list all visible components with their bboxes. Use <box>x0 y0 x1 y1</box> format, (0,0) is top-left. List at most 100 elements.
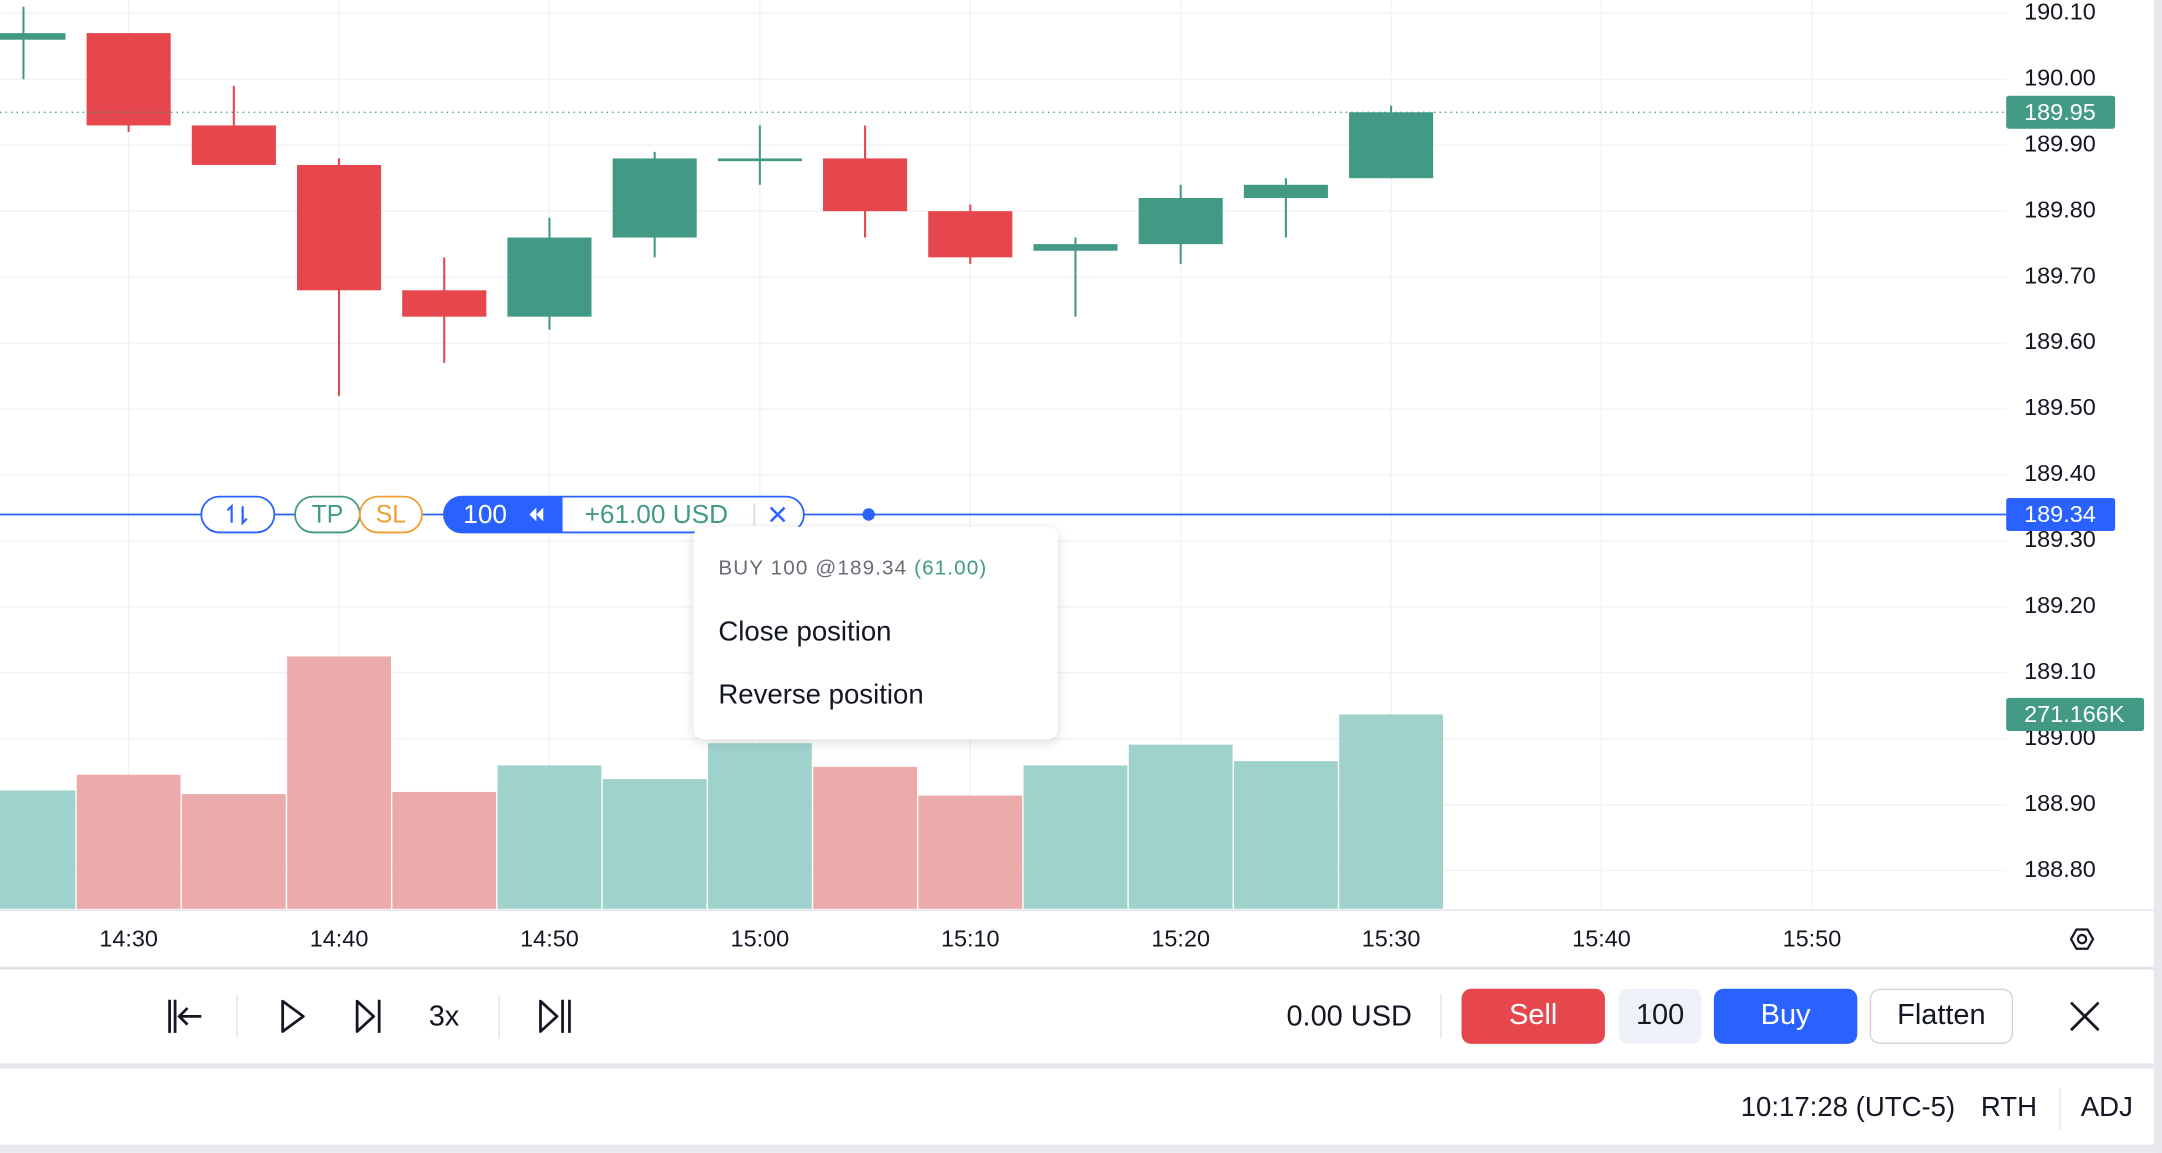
popup-summary: BUY 100 @189.34 (61.00) <box>718 557 987 580</box>
sl-badge[interactable] <box>358 495 423 534</box>
reverse-badge[interactable] <box>200 495 276 534</box>
drag-handle[interactable] <box>862 508 875 521</box>
jump-start-button[interactable] <box>168 999 202 1033</box>
status-border <box>0 1063 2154 1069</box>
y-tick-label: 189.60 <box>2024 328 2096 354</box>
volume-bar <box>602 779 707 909</box>
candle-body <box>928 211 1013 258</box>
volume-bar <box>1233 761 1338 909</box>
x-tick-label: 15:00 <box>731 926 790 952</box>
volume-bar <box>76 774 181 909</box>
volume-bar <box>813 766 917 909</box>
y-tick-label: 189.90 <box>2024 130 2096 156</box>
volume-badge <box>2006 697 2145 731</box>
volume-bar <box>287 656 391 909</box>
last-price-badge <box>2006 95 2116 129</box>
volume-bar <box>918 795 1023 909</box>
volume-pane <box>0 656 1444 909</box>
bottom-edge <box>0 1144 2162 1153</box>
quantity-label: 100 <box>1636 999 1684 1031</box>
price-axis: 190.10 190.00 189.90 189.80 189.70 189.60 189.… <box>0 0 2145 882</box>
position-quantity: 100 <box>463 499 507 529</box>
y-tick-label: 189.80 <box>2024 196 2096 222</box>
step-button[interactable] <box>355 999 381 1033</box>
candle-body <box>1243 184 1328 198</box>
y-tick-label: 189.40 <box>2024 460 2096 486</box>
y-tick-label: 188.80 <box>2024 856 2096 882</box>
position-pnl: +61.00 USD <box>585 499 728 529</box>
menu-item[interactable]: Close position <box>718 615 891 646</box>
flatten-label: Flatten <box>1897 999 1985 1031</box>
status-time: 10:17:28 (UTC-5) <box>1741 1091 1955 1122</box>
candle-body <box>717 158 802 162</box>
volume-bar <box>1339 714 1444 909</box>
balance: 0.00 USD <box>1286 1000 1411 1032</box>
volume-label: 271.166K <box>2024 701 2125 727</box>
session-button[interactable]: RTH <box>1981 1091 2037 1122</box>
candle-body <box>507 237 592 317</box>
x-tick-label: 15:20 <box>1151 926 1210 952</box>
popup-menu <box>693 526 1058 740</box>
menu-item[interactable]: Reverse position <box>718 679 923 710</box>
position-price-badge <box>2006 497 2116 532</box>
toolbar-border <box>0 966 2154 970</box>
y-tick-label: 190.10 <box>2024 0 2096 25</box>
right-edge <box>2153 0 2162 1153</box>
x-tick-label: 15:50 <box>1783 926 1842 952</box>
candle-body <box>1033 244 1118 251</box>
volume-bar <box>181 794 286 909</box>
quantity-segment <box>443 496 563 533</box>
last-price-label: 189.95 <box>2024 99 2096 125</box>
y-tick-label: 188.90 <box>2024 790 2096 816</box>
adjust-button[interactable]: ADJ <box>2081 1091 2133 1122</box>
candle-body <box>191 125 276 166</box>
buy-label: Buy <box>1761 999 1811 1031</box>
speed-button[interactable]: 3x <box>429 1000 460 1032</box>
volume-bar <box>1023 765 1128 909</box>
sell-label: Sell <box>1509 999 1557 1031</box>
popup-pnl: (61.00) <box>914 557 987 580</box>
play-button[interactable] <box>281 999 305 1033</box>
candle-body <box>1138 197 1223 245</box>
sl-label: SL <box>376 501 406 528</box>
candle-body <box>86 33 171 126</box>
candle-body <box>1349 112 1434 179</box>
volume-bar <box>1128 744 1233 909</box>
time-axis: 14:30 14:40 14:50 15:00 15:10 15:20 15:30 15:40… <box>99 926 1841 952</box>
x-tick-label: 15:30 <box>1362 926 1421 952</box>
y-tick-label: 189.50 <box>2024 394 2096 420</box>
candle-body <box>402 290 487 317</box>
volume-bar <box>0 790 76 909</box>
tp-label: TP <box>312 501 344 528</box>
x-tick-label: 14:40 <box>310 926 369 952</box>
close-button[interactable] <box>2070 1001 2100 1032</box>
y-tick-label: 189.10 <box>2024 658 2096 684</box>
position-line: TP SL 100 +61.00 USD <box>0 495 2007 534</box>
volume-bar <box>497 765 602 909</box>
buy-button[interactable] <box>1713 988 1858 1044</box>
y-tick-label: 189.20 <box>2024 592 2096 618</box>
position-price-label: 189.34 <box>2024 501 2096 527</box>
sell-button[interactable] <box>1461 988 1605 1044</box>
reverse-icon <box>226 503 248 526</box>
settings-icon[interactable] <box>2069 928 2095 950</box>
candle-body <box>0 33 66 40</box>
x-tick-label: 14:50 <box>520 926 579 952</box>
volume-bar <box>707 743 812 909</box>
close-position-icon[interactable] <box>769 506 786 523</box>
popup-order: BUY 100 @189.34 <box>718 557 907 580</box>
x-tick-label: 15:10 <box>941 926 1000 952</box>
candle-body <box>296 165 382 291</box>
rewind-icon <box>529 507 544 522</box>
volume-bar <box>392 791 497 909</box>
x-tick-label: 15:40 <box>1572 926 1631 952</box>
candles <box>0 6 1434 396</box>
y-tick-label: 189.70 <box>2024 262 2096 288</box>
flatten-button[interactable] <box>1869 988 2014 1044</box>
jump-end-button[interactable] <box>539 999 571 1033</box>
quantity-input[interactable] <box>1618 988 1702 1044</box>
y-tick-label: 190.00 <box>2024 64 2096 90</box>
candle-body <box>612 158 697 238</box>
x-tick-label: 14:30 <box>99 926 158 952</box>
